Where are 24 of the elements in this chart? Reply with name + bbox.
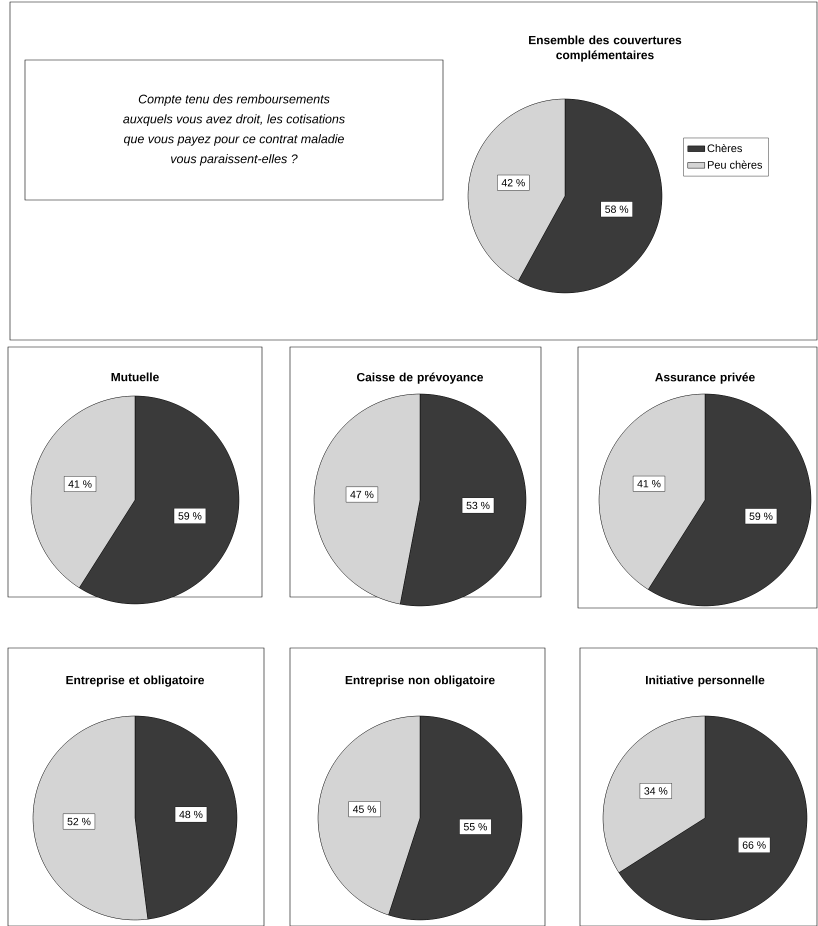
data-label: 34 % <box>644 787 668 795</box>
legend-label: Chères <box>708 144 742 152</box>
data-label: 59 % <box>178 512 202 520</box>
data-label: 52 % <box>68 818 91 826</box>
chart-title: Assurance privée <box>655 372 755 384</box>
data-label: 48 % <box>179 810 203 818</box>
text: Compte tenu des remboursements auxquels vous avez droit, les cotisations que vous payez pour ce contrat maladie vous paraissent-elles ? <box>123 94 345 166</box>
data-label: 42 % <box>502 179 525 186</box>
data-label: 58 % <box>605 206 628 213</box>
chart-title: Entreprise non obligatoire <box>346 676 495 687</box>
chart-title: Entreprise et obligatoire <box>66 676 204 687</box>
data-label: 45 % <box>352 806 376 813</box>
chart-title: Mutuelle <box>112 372 159 382</box>
data-label: 47 % <box>350 490 374 498</box>
data-label: 41 % <box>637 480 661 488</box>
data-label: 53 % <box>466 502 490 510</box>
chart-title: Ensemble des couvertures complémentaires <box>529 36 682 62</box>
chart-title: Caisse de prévoyance <box>357 372 484 384</box>
data-label: 59 % <box>750 512 773 520</box>
data-label: 55 % <box>464 823 487 830</box>
legend-label: Peu chères <box>708 160 762 169</box>
data-label: 41 % <box>68 480 92 488</box>
chart-title: Initiative personnelle <box>646 676 764 687</box>
data-label: 66 % <box>742 841 766 849</box>
